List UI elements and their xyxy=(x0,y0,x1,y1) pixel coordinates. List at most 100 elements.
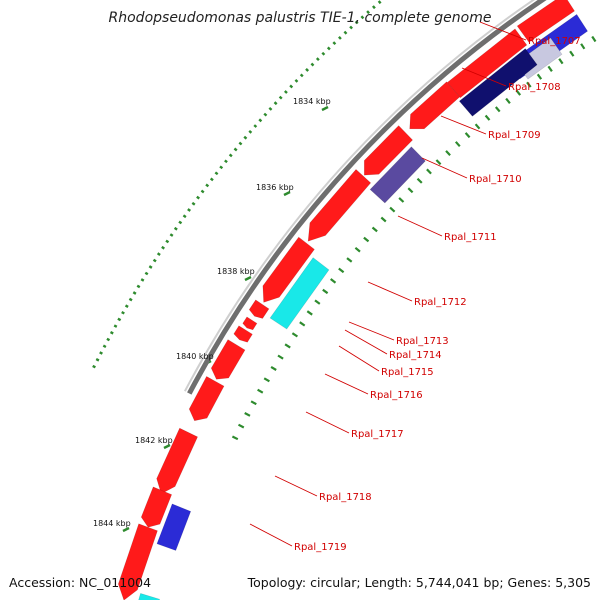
tick-mark xyxy=(268,106,273,111)
inner-tick-mark xyxy=(547,65,553,72)
tick-mark xyxy=(338,35,342,40)
inner-tick-mark xyxy=(505,97,511,104)
tick-mark xyxy=(377,0,382,5)
gene-arrow xyxy=(446,28,528,99)
leader-line xyxy=(348,321,395,341)
gene-label-rpal-1711: Rpal_1711 xyxy=(444,232,497,243)
tick-mark xyxy=(99,351,103,355)
leader-line xyxy=(249,523,293,547)
inner-tick-mark xyxy=(270,365,277,371)
gene-arrow xyxy=(242,316,258,331)
tick-mark xyxy=(219,165,224,170)
scale-label: 1842 kbp xyxy=(135,436,173,445)
gene-label-rpal-1708: Rpal_1708 xyxy=(508,82,561,93)
tick-mark xyxy=(228,153,233,158)
tick-mark xyxy=(121,311,125,315)
tick-mark xyxy=(326,46,331,51)
leader-line xyxy=(324,373,369,395)
inner-tick-mark xyxy=(580,43,586,50)
tick-mark xyxy=(253,124,258,128)
inner-tick-mark xyxy=(454,141,461,148)
tick-mark xyxy=(124,304,129,308)
inner-tick-mark xyxy=(536,73,543,80)
inner-tick-mark xyxy=(291,332,299,338)
tick-mark xyxy=(299,73,304,78)
gene-label-rpal-1709: Rpal_1709 xyxy=(488,130,541,141)
inner-tick-mark xyxy=(284,343,291,349)
scale-labels: 1834 kbp 1836 kbp 1838 kbp 1840 kbp 1842… xyxy=(93,97,331,528)
tick-mark xyxy=(109,331,114,335)
scale-label: 1836 kbp xyxy=(256,183,294,192)
tick-mark xyxy=(92,364,96,369)
major-tick xyxy=(283,190,291,197)
leader-line xyxy=(338,345,380,372)
gene-arrow xyxy=(233,325,253,343)
gene-arrow xyxy=(156,427,199,495)
leader-line xyxy=(367,281,413,302)
gene-arrow xyxy=(138,593,161,600)
tick-mark xyxy=(140,278,145,282)
tick-mark xyxy=(360,15,365,20)
tick-mark xyxy=(278,95,283,100)
tick-mark xyxy=(152,258,157,263)
accession-text: Accession: NC_011004 xyxy=(9,575,151,590)
inner-tick-mark xyxy=(558,58,564,65)
scale-label: 1844 kbp xyxy=(93,519,131,528)
gene-arrow xyxy=(140,486,173,528)
inner-tick-mark xyxy=(322,288,329,295)
tick-mark xyxy=(310,62,315,67)
tick-mark xyxy=(196,195,200,200)
inner-tick-mark xyxy=(515,89,522,96)
leader-line xyxy=(344,329,388,355)
inner-tick-mark xyxy=(474,123,481,130)
tick-mark xyxy=(214,171,219,176)
gene-label-rpal-1715: Rpal_1715 xyxy=(381,367,434,378)
inner-tick-mark xyxy=(494,106,501,113)
tick-mark xyxy=(238,141,243,146)
tick-mark xyxy=(191,201,196,206)
major-tick xyxy=(122,526,130,533)
tick-mark xyxy=(321,51,326,56)
major-tick xyxy=(244,275,252,282)
inner-tick-mark xyxy=(435,159,442,166)
gene-label-rpal-1707: Rpal_1707 xyxy=(528,36,581,47)
leader-line xyxy=(397,215,443,237)
major-tick xyxy=(163,443,171,450)
inner-tick-mark xyxy=(354,246,361,253)
inner-tick-mark xyxy=(416,177,423,184)
tick-mark xyxy=(263,112,268,117)
inner-tick-mark xyxy=(306,310,313,316)
tick-mark xyxy=(102,344,107,349)
leader-line xyxy=(440,115,487,135)
gene-arrow xyxy=(269,257,330,330)
tick-mark xyxy=(273,101,278,106)
leader-line xyxy=(421,157,468,179)
map-title: Rhodopseudomonas palustris TIE-1, comple… xyxy=(109,10,492,26)
inner-tick-mark xyxy=(569,50,575,57)
tick-mark xyxy=(173,226,178,231)
topology-text: Topology: circular; Length: 5,744,041 bp… xyxy=(247,575,591,590)
gene-label-rpal-1716: Rpal_1716 xyxy=(370,390,423,401)
tick-marks xyxy=(92,0,597,533)
inner-tick-mark xyxy=(338,267,345,274)
tick-mark xyxy=(178,220,183,225)
inner-tick-mark xyxy=(250,400,257,406)
tick-mark xyxy=(106,337,111,342)
inner-tick-mark xyxy=(314,299,321,305)
tick-mark xyxy=(349,25,353,30)
tick-mark xyxy=(258,118,263,123)
tick-mark xyxy=(366,10,370,15)
gene-arrow xyxy=(369,146,426,204)
inner-tick-mark xyxy=(445,150,451,156)
gene-arrow xyxy=(156,503,192,551)
backbone-line xyxy=(187,0,547,395)
inner-tick-mark xyxy=(237,423,245,429)
gene-label-rpal-1718: Rpal_1718 xyxy=(319,492,372,503)
leader-line xyxy=(479,21,527,41)
inner-tick-mark xyxy=(299,321,306,327)
inner-tick-mark xyxy=(330,278,337,284)
tick-mark xyxy=(209,177,214,182)
tick-mark xyxy=(315,57,320,62)
gene-arrow xyxy=(516,0,575,43)
